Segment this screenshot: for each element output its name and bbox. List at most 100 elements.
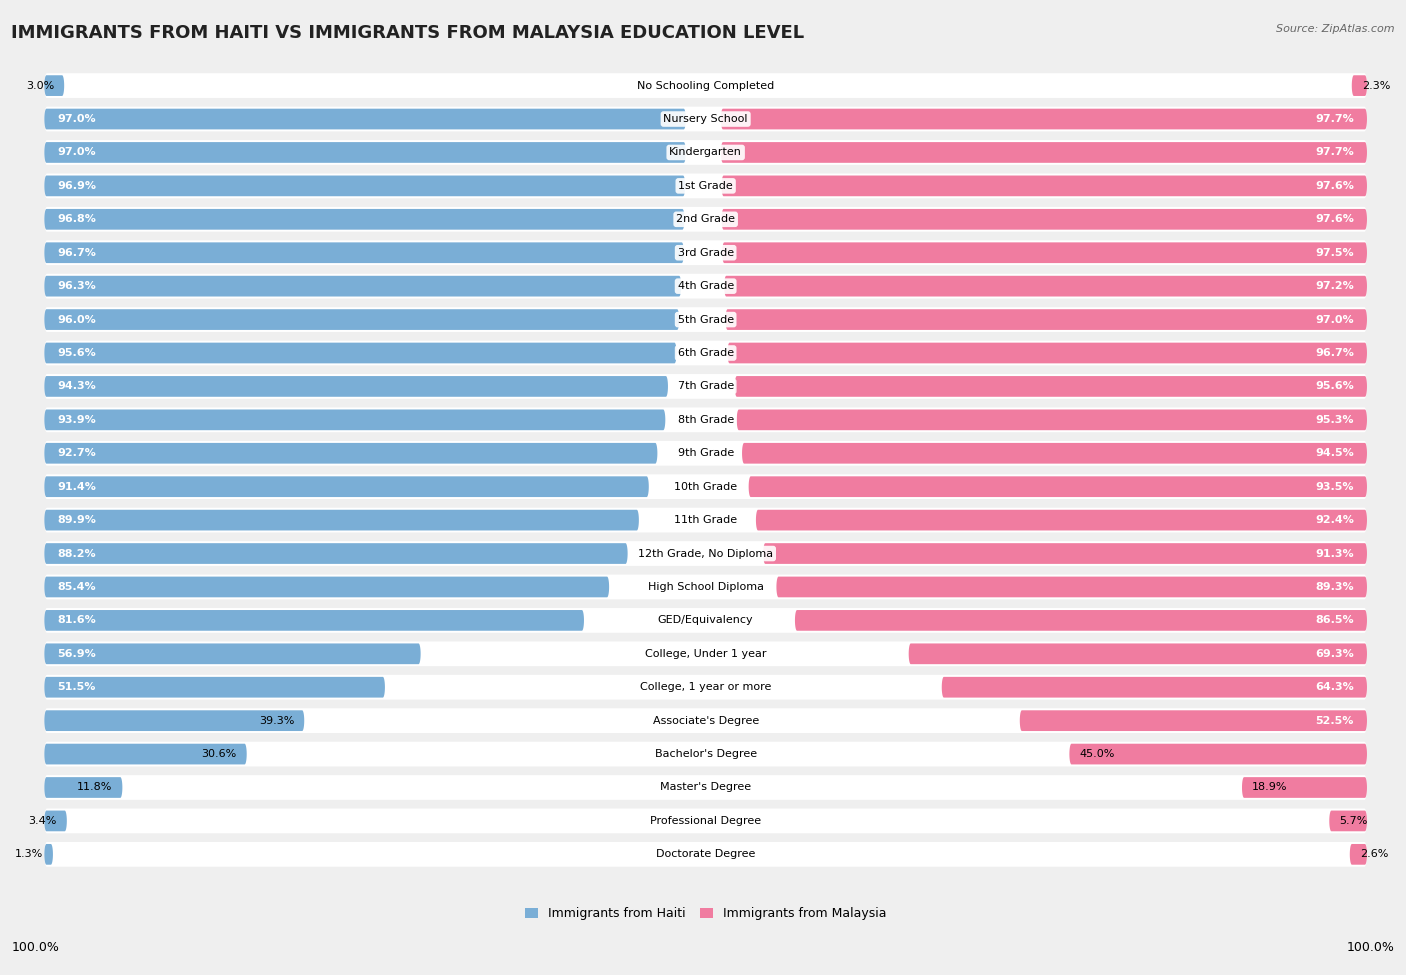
Text: 91.4%: 91.4% xyxy=(58,482,97,491)
Text: 97.6%: 97.6% xyxy=(1315,214,1354,224)
Text: 85.4%: 85.4% xyxy=(58,582,96,592)
Text: College, 1 year or more: College, 1 year or more xyxy=(640,682,772,692)
Text: 94.5%: 94.5% xyxy=(1315,448,1354,458)
PathPatch shape xyxy=(45,374,1367,399)
Text: Associate's Degree: Associate's Degree xyxy=(652,716,759,725)
PathPatch shape xyxy=(723,243,1367,263)
Text: 2.3%: 2.3% xyxy=(1361,81,1391,91)
PathPatch shape xyxy=(45,73,1367,98)
Text: College, Under 1 year: College, Under 1 year xyxy=(645,648,766,659)
Text: 7th Grade: 7th Grade xyxy=(678,381,734,391)
Text: 2.6%: 2.6% xyxy=(1360,849,1388,859)
Text: 97.5%: 97.5% xyxy=(1315,248,1354,257)
Text: 5.7%: 5.7% xyxy=(1339,816,1368,826)
Text: High School Diploma: High School Diploma xyxy=(648,582,763,592)
PathPatch shape xyxy=(45,810,67,832)
PathPatch shape xyxy=(45,274,1367,298)
PathPatch shape xyxy=(724,276,1367,296)
PathPatch shape xyxy=(45,541,1367,565)
Text: 93.9%: 93.9% xyxy=(58,414,97,425)
PathPatch shape xyxy=(45,342,676,364)
PathPatch shape xyxy=(45,508,1367,532)
Text: 97.0%: 97.0% xyxy=(58,114,96,124)
Text: Nursery School: Nursery School xyxy=(664,114,748,124)
Text: 100.0%: 100.0% xyxy=(1347,941,1395,955)
Text: 97.0%: 97.0% xyxy=(1315,315,1354,325)
Text: 8th Grade: 8th Grade xyxy=(678,414,734,425)
Text: 51.5%: 51.5% xyxy=(58,682,96,692)
PathPatch shape xyxy=(742,443,1367,464)
PathPatch shape xyxy=(45,610,583,631)
PathPatch shape xyxy=(721,209,1367,230)
Text: 89.9%: 89.9% xyxy=(58,515,97,526)
Text: 96.7%: 96.7% xyxy=(1315,348,1354,358)
Text: 96.3%: 96.3% xyxy=(58,281,97,292)
Text: IMMIGRANTS FROM HAITI VS IMMIGRANTS FROM MALAYSIA EDUCATION LEVEL: IMMIGRANTS FROM HAITI VS IMMIGRANTS FROM… xyxy=(11,24,804,42)
PathPatch shape xyxy=(45,576,609,598)
PathPatch shape xyxy=(45,443,658,464)
Text: Professional Degree: Professional Degree xyxy=(650,816,761,826)
Text: 96.8%: 96.8% xyxy=(58,214,97,224)
PathPatch shape xyxy=(776,576,1367,598)
Text: 2nd Grade: 2nd Grade xyxy=(676,214,735,224)
PathPatch shape xyxy=(1070,744,1367,764)
Text: 5th Grade: 5th Grade xyxy=(678,315,734,325)
PathPatch shape xyxy=(721,108,1367,130)
PathPatch shape xyxy=(45,408,1367,432)
Text: Source: ZipAtlas.com: Source: ZipAtlas.com xyxy=(1277,24,1395,34)
PathPatch shape xyxy=(45,675,1367,700)
PathPatch shape xyxy=(1241,777,1367,798)
PathPatch shape xyxy=(45,644,420,664)
PathPatch shape xyxy=(45,543,627,564)
Text: 96.0%: 96.0% xyxy=(58,315,97,325)
Text: 11th Grade: 11th Grade xyxy=(673,515,737,526)
PathPatch shape xyxy=(45,708,1367,733)
Text: 4th Grade: 4th Grade xyxy=(678,281,734,292)
Text: Doctorate Degree: Doctorate Degree xyxy=(657,849,755,859)
PathPatch shape xyxy=(45,207,1367,232)
Text: 89.3%: 89.3% xyxy=(1315,582,1354,592)
Text: 12th Grade, No Diploma: 12th Grade, No Diploma xyxy=(638,549,773,559)
Text: 93.5%: 93.5% xyxy=(1315,482,1354,491)
Text: 52.5%: 52.5% xyxy=(1316,716,1354,725)
PathPatch shape xyxy=(45,241,1367,265)
Text: 97.7%: 97.7% xyxy=(1315,114,1354,124)
PathPatch shape xyxy=(45,477,648,497)
PathPatch shape xyxy=(45,108,686,130)
PathPatch shape xyxy=(45,844,53,865)
Text: 3.4%: 3.4% xyxy=(28,816,56,826)
Text: 56.9%: 56.9% xyxy=(58,648,97,659)
PathPatch shape xyxy=(45,209,685,230)
Text: 97.2%: 97.2% xyxy=(1315,281,1354,292)
Text: 1.3%: 1.3% xyxy=(15,849,44,859)
Text: 95.3%: 95.3% xyxy=(1315,414,1354,425)
Text: 88.2%: 88.2% xyxy=(58,549,96,559)
Text: GED/Equivalency: GED/Equivalency xyxy=(658,615,754,625)
Text: 91.3%: 91.3% xyxy=(1315,549,1354,559)
PathPatch shape xyxy=(737,410,1367,430)
PathPatch shape xyxy=(45,340,1367,366)
PathPatch shape xyxy=(1329,810,1367,832)
PathPatch shape xyxy=(45,410,665,430)
PathPatch shape xyxy=(45,441,1367,466)
PathPatch shape xyxy=(45,744,246,764)
PathPatch shape xyxy=(45,510,638,530)
PathPatch shape xyxy=(45,742,1367,766)
PathPatch shape xyxy=(45,775,1367,799)
Text: Kindergarten: Kindergarten xyxy=(669,147,742,157)
Text: 39.3%: 39.3% xyxy=(259,716,294,725)
PathPatch shape xyxy=(45,174,1367,198)
PathPatch shape xyxy=(721,142,1367,163)
Text: 3.0%: 3.0% xyxy=(25,81,55,91)
Text: 81.6%: 81.6% xyxy=(58,615,97,625)
Text: 95.6%: 95.6% xyxy=(58,348,97,358)
Text: 45.0%: 45.0% xyxy=(1080,749,1115,760)
Text: 95.6%: 95.6% xyxy=(1315,381,1354,391)
PathPatch shape xyxy=(45,677,385,697)
PathPatch shape xyxy=(763,543,1367,564)
Text: 96.7%: 96.7% xyxy=(58,248,97,257)
PathPatch shape xyxy=(45,376,668,397)
PathPatch shape xyxy=(45,608,1367,633)
Text: 1st Grade: 1st Grade xyxy=(678,181,733,191)
Text: 9th Grade: 9th Grade xyxy=(678,448,734,458)
